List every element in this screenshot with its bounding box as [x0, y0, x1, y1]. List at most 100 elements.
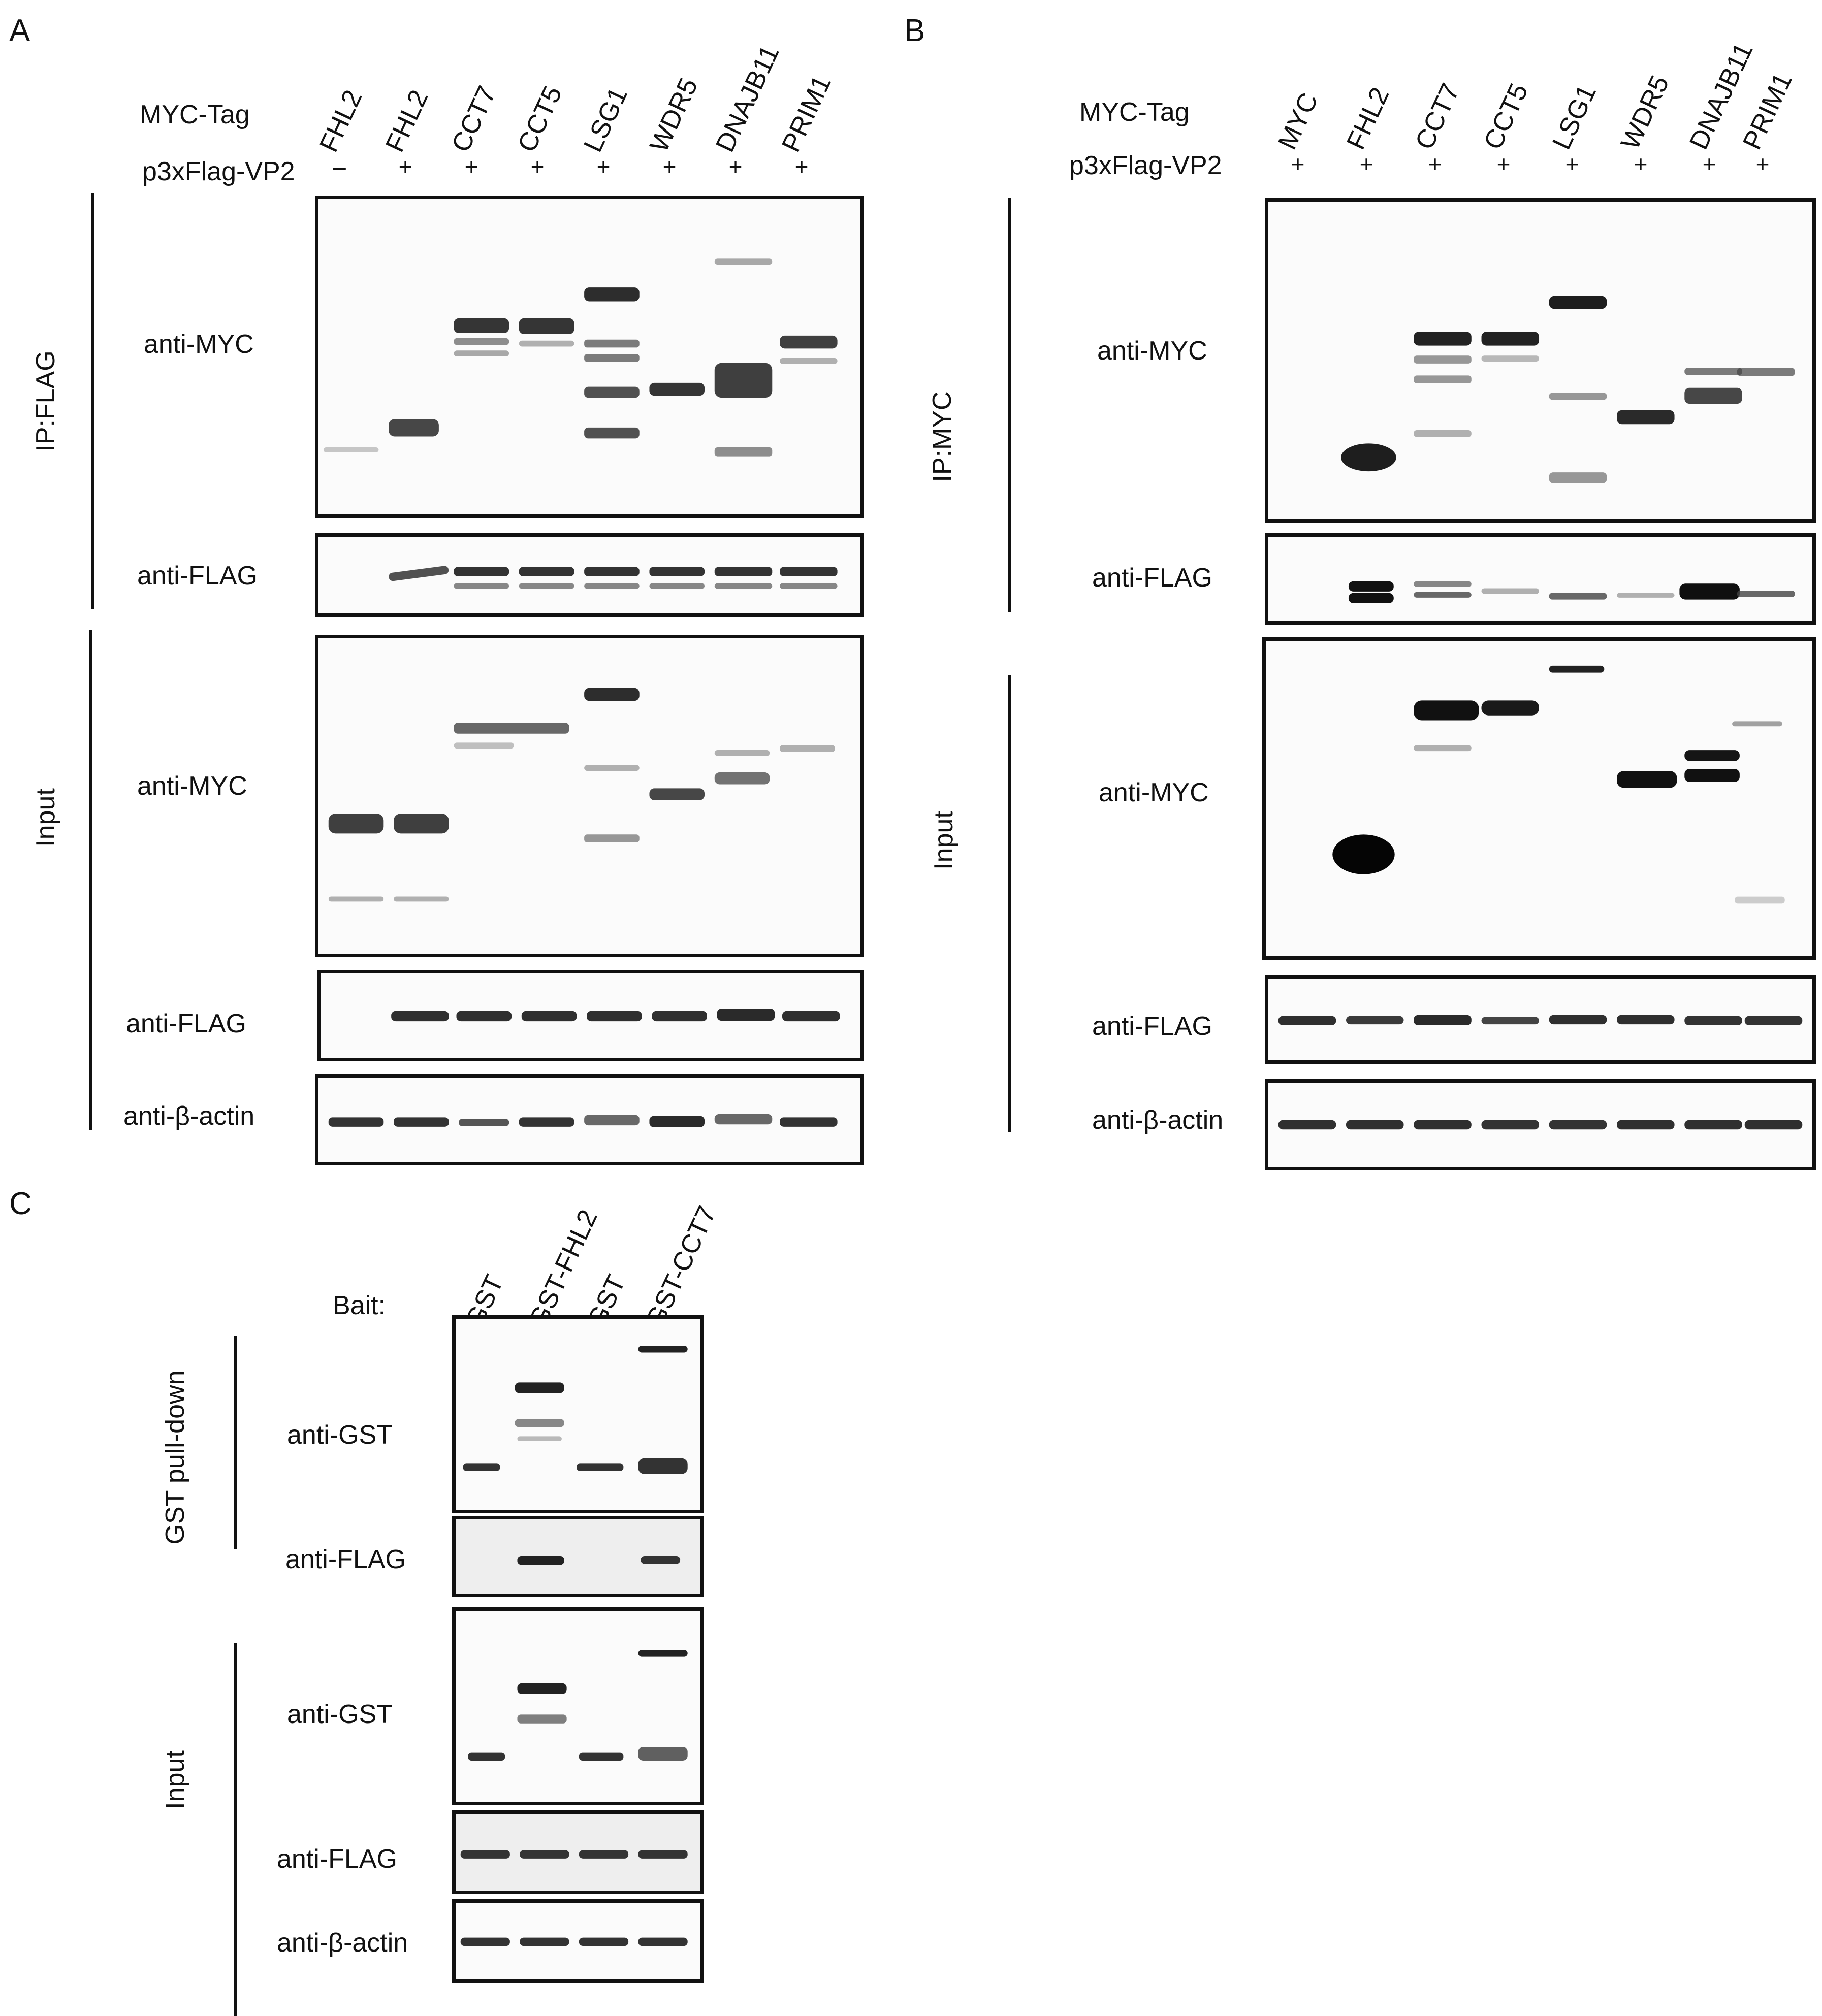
panel-b-vp2-label: p3xFlag-VP2 — [1069, 151, 1222, 180]
panel-a-lane-5: LSG1 — [578, 83, 633, 157]
band — [1737, 591, 1795, 597]
panel-b-tag-label: MYC-Tag — [1079, 97, 1190, 127]
band — [515, 1419, 564, 1427]
band — [1684, 1120, 1742, 1130]
band — [328, 1117, 384, 1127]
band — [714, 363, 773, 398]
band — [638, 1850, 688, 1859]
panel-a-sign-3: + — [464, 153, 478, 180]
band — [1414, 355, 1472, 364]
band — [1481, 700, 1539, 716]
band — [638, 1937, 688, 1946]
panel-b-input-label: Input — [929, 811, 958, 870]
band — [389, 566, 449, 581]
panel-c-blot-label-4: anti-FLAG — [277, 1844, 397, 1874]
band — [1481, 332, 1540, 346]
panel-a-input-flag-blot — [317, 970, 864, 1061]
band — [468, 1752, 505, 1761]
panel-b-blot-label-1: anti-MYC — [1097, 336, 1207, 366]
panel-a-blot-label-5: anti-β-actin — [123, 1101, 255, 1131]
band — [1278, 1120, 1336, 1130]
panel-a-ip-myc-blot — [315, 196, 864, 518]
band — [460, 1850, 510, 1859]
panel-b-lane-2: FHL2 — [1341, 83, 1395, 154]
band — [1481, 1017, 1540, 1025]
panel-c-pulldown-bracket — [234, 1336, 237, 1549]
panel-a-lane-6: WDR5 — [644, 73, 704, 157]
panel-a-sign-5: + — [596, 153, 611, 180]
band — [463, 1463, 500, 1471]
band — [584, 583, 640, 589]
panel-c-blot-label-2: anti-FLAG — [285, 1545, 406, 1574]
panel-b-blot-label-4: anti-FLAG — [1092, 1012, 1212, 1041]
band — [519, 567, 574, 576]
panel-b-sign-8: + — [1755, 151, 1770, 177]
panel-c-letter: C — [9, 1186, 32, 1221]
panel-a-input-myc-blot — [315, 635, 864, 957]
panel-c-blot-label-1: anti-GST — [287, 1420, 393, 1450]
band — [454, 742, 514, 749]
panel-c-blot-label-5: anti-β-actin — [277, 1928, 408, 1958]
band — [638, 1458, 688, 1474]
panel-b-sign-6: + — [1634, 151, 1648, 177]
panel-a-letter: A — [9, 13, 30, 48]
band — [1732, 721, 1782, 727]
band — [1278, 1016, 1336, 1025]
band — [1346, 1016, 1404, 1025]
band — [579, 1937, 629, 1946]
band — [1734, 896, 1785, 904]
band — [649, 788, 705, 800]
band — [1679, 583, 1740, 600]
band — [584, 834, 640, 842]
band — [649, 382, 705, 396]
panel-c-input-gst-blot — [452, 1607, 704, 1805]
band — [1744, 1016, 1803, 1025]
panel-a-vp2-label: p3xFlag-VP2 — [142, 157, 295, 186]
panel-a-lane-2: FHL2 — [380, 85, 434, 157]
panel-b-lane-3: CCT7 — [1410, 79, 1466, 154]
band — [584, 427, 640, 439]
panel-a-sign-1: – — [333, 153, 346, 180]
band — [328, 896, 384, 902]
panel-c-blot-label-3: anti-GST — [287, 1700, 393, 1729]
band — [1414, 430, 1472, 437]
band — [584, 567, 640, 576]
band — [584, 287, 640, 302]
band — [584, 765, 640, 771]
band — [638, 1650, 688, 1657]
band — [1617, 410, 1675, 425]
band — [1684, 1016, 1742, 1025]
band — [584, 688, 640, 701]
band — [714, 772, 770, 785]
panel-b-input-myc-blot — [1262, 637, 1816, 960]
band — [652, 1011, 707, 1022]
panel-a-ip-bracket — [91, 193, 94, 609]
panel-c-input-label: Input — [161, 1750, 190, 1809]
band — [714, 750, 770, 756]
panel-b-sign-4: + — [1496, 151, 1511, 177]
panel-a-input-bracket — [89, 630, 92, 1130]
panel-a-input-label: Input — [31, 788, 60, 847]
band — [391, 1011, 449, 1022]
panel-a-lane-1: FHL2 — [314, 85, 368, 157]
band — [520, 1937, 569, 1946]
band — [584, 386, 640, 398]
panel-a-blot-label-4: anti-FLAG — [126, 1009, 246, 1038]
panel-a-sign-6: + — [662, 153, 677, 180]
panel-c-input-flag-blot — [452, 1810, 704, 1894]
band — [1549, 593, 1607, 600]
panel-b-ip-myc-blot — [1265, 198, 1816, 523]
band — [1346, 1120, 1404, 1130]
band — [519, 340, 574, 347]
band — [1549, 1015, 1607, 1025]
panel-b-blot-label-3: anti-MYC — [1099, 778, 1209, 807]
band — [714, 447, 773, 457]
panel-a-blot-label-2: anti-FLAG — [137, 561, 258, 591]
band — [519, 1117, 574, 1127]
band — [638, 1747, 688, 1761]
band — [1617, 771, 1677, 788]
band — [1414, 700, 1479, 721]
band — [517, 1683, 567, 1694]
band — [1414, 581, 1472, 587]
band — [1549, 1120, 1607, 1130]
